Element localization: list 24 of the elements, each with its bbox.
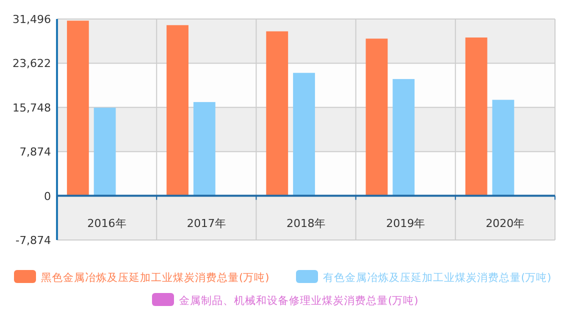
- bar: [392, 79, 415, 196]
- x-tick-label: 2016年: [87, 217, 126, 230]
- bar: [193, 102, 216, 196]
- x-tick-label: 2018年: [286, 217, 326, 230]
- bar: [166, 25, 188, 196]
- legend-label: 有色金属冶炼及压延加工业煤炭消费总量(万吨): [323, 271, 552, 284]
- bar: [293, 72, 315, 196]
- x-tick-label: 2020年: [486, 217, 525, 230]
- x-tick-label: 2019年: [386, 217, 426, 230]
- legend-label: 黑色金属冶炼及压延加工业煤炭消费总量(万吨): [41, 271, 270, 284]
- y-tick-label: 31,496: [12, 13, 51, 26]
- x-tick-label: 2017年: [186, 217, 226, 230]
- y-tick-label: 23,622: [12, 57, 51, 70]
- bar: [266, 31, 288, 196]
- bar: [492, 100, 514, 196]
- bar: [66, 20, 89, 196]
- bar: [366, 38, 388, 196]
- bar: [465, 38, 488, 196]
- y-tick-label: 7,874: [20, 146, 51, 159]
- y-tick-label: -7,874: [16, 234, 51, 247]
- y-tick-label: 15,748: [12, 101, 51, 114]
- legend-label: 金属制品、机械和设备修理业煤炭消费总量(万吨): [179, 294, 418, 307]
- bar: [94, 108, 116, 196]
- y-tick-label: 0: [44, 190, 51, 203]
